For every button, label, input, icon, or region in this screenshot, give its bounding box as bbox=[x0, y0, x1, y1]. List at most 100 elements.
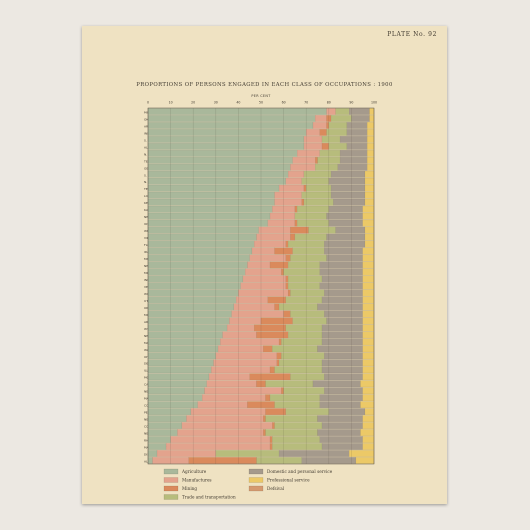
bar-segment bbox=[326, 129, 348, 136]
bar-segment bbox=[292, 317, 327, 325]
bar-segment bbox=[339, 150, 368, 157]
bar-segment bbox=[240, 282, 286, 290]
bar-segment bbox=[362, 443, 375, 450]
x-tick-label: 100 bbox=[371, 101, 377, 105]
bar-segment bbox=[367, 163, 375, 171]
bar-segment bbox=[281, 268, 284, 276]
bar-segment bbox=[360, 380, 375, 388]
x-tick-label: 50 bbox=[259, 101, 263, 105]
bar-segment bbox=[272, 345, 318, 353]
bar-segment bbox=[319, 401, 361, 409]
bar-segment bbox=[287, 261, 320, 269]
bar-segment bbox=[317, 429, 361, 436]
bar-segment bbox=[269, 443, 273, 450]
bar-segment bbox=[147, 275, 244, 283]
x-tick-label: 0 bbox=[147, 101, 149, 105]
bar-segment bbox=[362, 345, 375, 353]
bar-segment bbox=[265, 415, 318, 422]
bar-segment bbox=[362, 261, 375, 269]
bar-segment bbox=[324, 352, 363, 360]
bar-segment bbox=[256, 233, 291, 241]
bar-segment bbox=[301, 177, 329, 185]
bar-segment bbox=[321, 359, 363, 367]
bar-segment bbox=[287, 275, 323, 283]
bar-segment bbox=[367, 143, 375, 150]
bar-segment bbox=[290, 226, 309, 234]
bar-segment bbox=[283, 268, 320, 276]
bar-segment bbox=[328, 177, 366, 185]
bar-segment bbox=[364, 170, 375, 178]
bar-segment bbox=[312, 380, 361, 388]
bar-segment bbox=[364, 408, 375, 416]
bar-segment bbox=[362, 268, 375, 276]
bar-segment bbox=[362, 331, 375, 339]
bar-segment bbox=[285, 296, 323, 304]
bar-segment bbox=[290, 233, 296, 241]
poster: PLATE No. 92 PROPORTIONS OF PERSONS ENGA… bbox=[82, 26, 447, 504]
bar-segment bbox=[308, 226, 336, 234]
grid bbox=[147, 107, 375, 465]
bar-segment bbox=[319, 150, 341, 157]
legend-swatch bbox=[248, 485, 264, 492]
bar-segment bbox=[260, 317, 293, 325]
bar-segment bbox=[147, 338, 221, 346]
bar-segment bbox=[285, 408, 329, 416]
bar-segment bbox=[217, 345, 264, 353]
legend-swatch bbox=[163, 494, 179, 500]
bar-segment bbox=[315, 115, 327, 122]
bar-segment bbox=[202, 394, 266, 402]
bar-segment bbox=[326, 317, 363, 325]
bar-segment bbox=[186, 415, 264, 422]
legend-swatch bbox=[248, 468, 264, 475]
bar-segment bbox=[360, 429, 375, 436]
bar-segment bbox=[274, 401, 320, 409]
bar-segment bbox=[306, 184, 332, 192]
bar-segment bbox=[321, 338, 363, 346]
bar-segment bbox=[285, 324, 323, 332]
bar-segment bbox=[362, 373, 375, 381]
bar-segment bbox=[147, 219, 268, 227]
bar-segment bbox=[278, 450, 350, 457]
bar-segment bbox=[303, 184, 307, 192]
bar-segment bbox=[335, 108, 350, 115]
bar-segment bbox=[233, 303, 275, 311]
bar-segment bbox=[362, 338, 375, 346]
bar-segment bbox=[147, 156, 293, 164]
bars bbox=[147, 108, 375, 464]
bar-segment bbox=[147, 184, 280, 192]
bar-segment bbox=[297, 219, 329, 227]
bar-segment bbox=[213, 359, 277, 367]
legend-swatch bbox=[248, 477, 264, 483]
bar-segment bbox=[339, 156, 368, 164]
bar-segment bbox=[147, 129, 307, 136]
bar-segment bbox=[301, 198, 305, 206]
bar-segment bbox=[315, 156, 318, 164]
bar-segment bbox=[215, 352, 277, 360]
bar-segment bbox=[367, 122, 375, 129]
bar-segment bbox=[367, 136, 375, 143]
bar-segment bbox=[147, 359, 214, 367]
bar-segment bbox=[147, 408, 192, 416]
bar-segment bbox=[285, 254, 291, 262]
bar-segment bbox=[147, 443, 167, 450]
x-tick-label: 60 bbox=[282, 101, 286, 105]
bar-segment bbox=[272, 422, 275, 429]
bar-segment bbox=[283, 310, 291, 318]
bar-segment bbox=[147, 150, 298, 157]
bar-segment bbox=[364, 184, 375, 192]
x-tick-label: 10 bbox=[169, 101, 173, 105]
bar-segment bbox=[362, 366, 375, 374]
bar-segment bbox=[362, 359, 375, 367]
bar-segment bbox=[147, 268, 246, 276]
bar-segment bbox=[278, 338, 282, 346]
bar-segment bbox=[321, 143, 329, 150]
bar-segment bbox=[362, 289, 375, 297]
bar-segment bbox=[190, 408, 266, 416]
bar-segment bbox=[147, 170, 289, 178]
bar-segment bbox=[324, 289, 363, 297]
bar-segment bbox=[364, 226, 375, 234]
bar-segment bbox=[324, 387, 363, 395]
bar-segment bbox=[303, 143, 323, 150]
bar-segment bbox=[367, 156, 375, 164]
bar-segment bbox=[147, 212, 271, 220]
